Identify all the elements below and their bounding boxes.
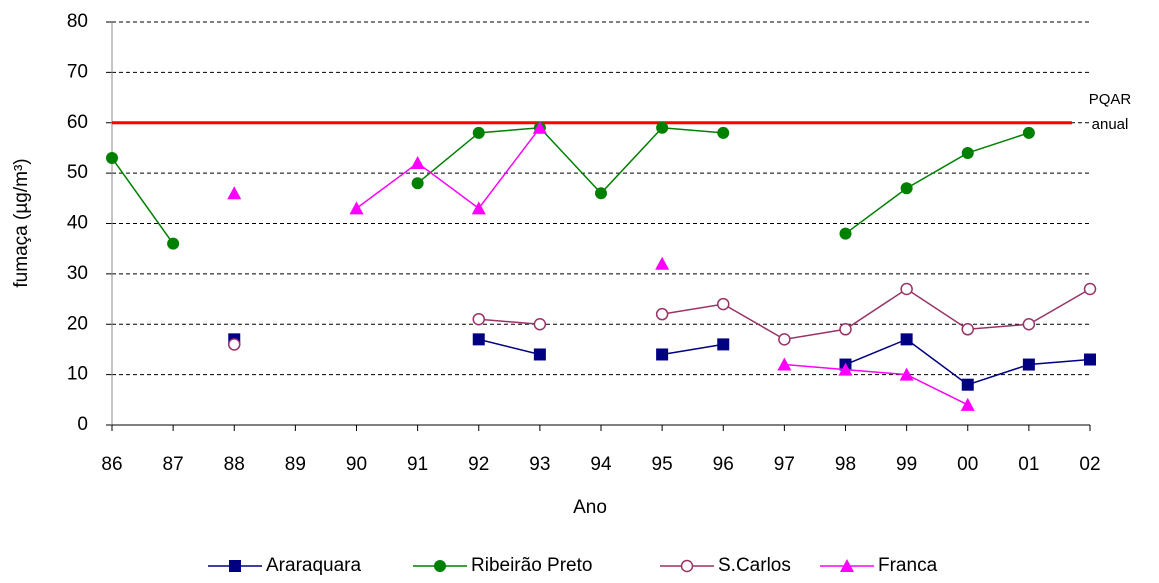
x-tick-label: 94: [590, 454, 612, 475]
x-axis-label: Ano: [573, 497, 607, 518]
data-point: [1022, 358, 1035, 371]
data-point: [411, 177, 424, 190]
legend-marker: [680, 559, 694, 573]
data-point: [717, 297, 730, 311]
data-point: [655, 307, 669, 321]
data-point: [900, 282, 913, 296]
data-point: [227, 186, 242, 200]
x-tick-label: 89: [285, 454, 306, 475]
data-point: [471, 201, 486, 215]
series-line: [111, 127, 1030, 245]
x-tick-label: 01: [1018, 454, 1039, 475]
data-point: [899, 367, 914, 381]
legend-marker: [434, 560, 446, 572]
reference-label: PQAR: [1089, 91, 1132, 108]
x-tick-label: 95: [652, 454, 673, 475]
reference-label: anual: [1092, 116, 1129, 133]
x-tick-label: 87: [163, 454, 184, 475]
y-tick-label: 80: [67, 11, 88, 32]
x-tick-label: 90: [346, 454, 367, 475]
data-point: [106, 152, 118, 165]
series-line: [478, 288, 1091, 341]
data-point: [167, 237, 180, 250]
y-tick-label: 50: [67, 162, 88, 183]
y-tick-label: 40: [67, 213, 88, 234]
x-tick-label: 92: [468, 454, 489, 475]
y-axis-label: fumaça (µg/m³): [11, 158, 32, 287]
data-point: [838, 362, 853, 376]
legend-label: Franca: [878, 555, 938, 576]
x-tick-label: 02: [1079, 454, 1100, 475]
y-tick-label: 70: [67, 61, 88, 82]
x-tick-label: 99: [896, 454, 917, 475]
x-tick-label: 93: [529, 454, 550, 475]
legend-marker: [840, 559, 854, 572]
data-point: [1022, 318, 1036, 331]
data-point: [961, 323, 974, 336]
data-point: [839, 227, 852, 240]
x-tick-label: 96: [713, 454, 734, 475]
data-point: [717, 338, 730, 351]
x-tick-label: 97: [774, 454, 795, 475]
data-point: [1022, 126, 1035, 139]
legend-label: S.Carlos: [718, 555, 791, 576]
data-point: [960, 397, 975, 411]
data-point: [777, 357, 792, 371]
y-tick-label: 30: [67, 263, 88, 284]
data-point: [839, 323, 852, 336]
data-point: [472, 126, 485, 139]
data-point: [656, 348, 669, 361]
data-point: [228, 338, 241, 351]
legend-label: Ribeirão Preto: [471, 555, 592, 576]
x-tick-label: 00: [957, 454, 978, 475]
series-line: [356, 127, 969, 406]
data-point: [961, 378, 974, 391]
data-point: [472, 312, 485, 326]
data-point: [472, 333, 485, 346]
y-tick-label: 60: [67, 112, 88, 133]
y-tick-label: 0: [77, 414, 88, 435]
legend-label: Araraquara: [266, 555, 361, 576]
data-point: [961, 146, 974, 159]
data-point: [1084, 353, 1096, 366]
data-point: [778, 333, 791, 346]
x-tick-label: 86: [101, 454, 122, 475]
y-tick-label: 10: [67, 364, 88, 385]
data-point: [1083, 282, 1097, 296]
x-tick-label: 98: [835, 454, 856, 475]
data-point: [533, 318, 547, 331]
data-point: [900, 182, 913, 195]
data-point: [533, 348, 546, 361]
x-tick-label: 91: [407, 454, 428, 475]
data-point: [656, 121, 669, 134]
data-point: [655, 256, 670, 270]
legend-marker: [229, 560, 241, 572]
data-point: [595, 187, 607, 200]
data-point: [532, 120, 547, 134]
data-point: [349, 201, 364, 215]
data-point: [717, 126, 730, 139]
data-point: [410, 156, 425, 170]
data-point: [900, 333, 913, 346]
x-tick-label: 88: [224, 454, 245, 475]
y-tick-label: 20: [67, 313, 88, 334]
